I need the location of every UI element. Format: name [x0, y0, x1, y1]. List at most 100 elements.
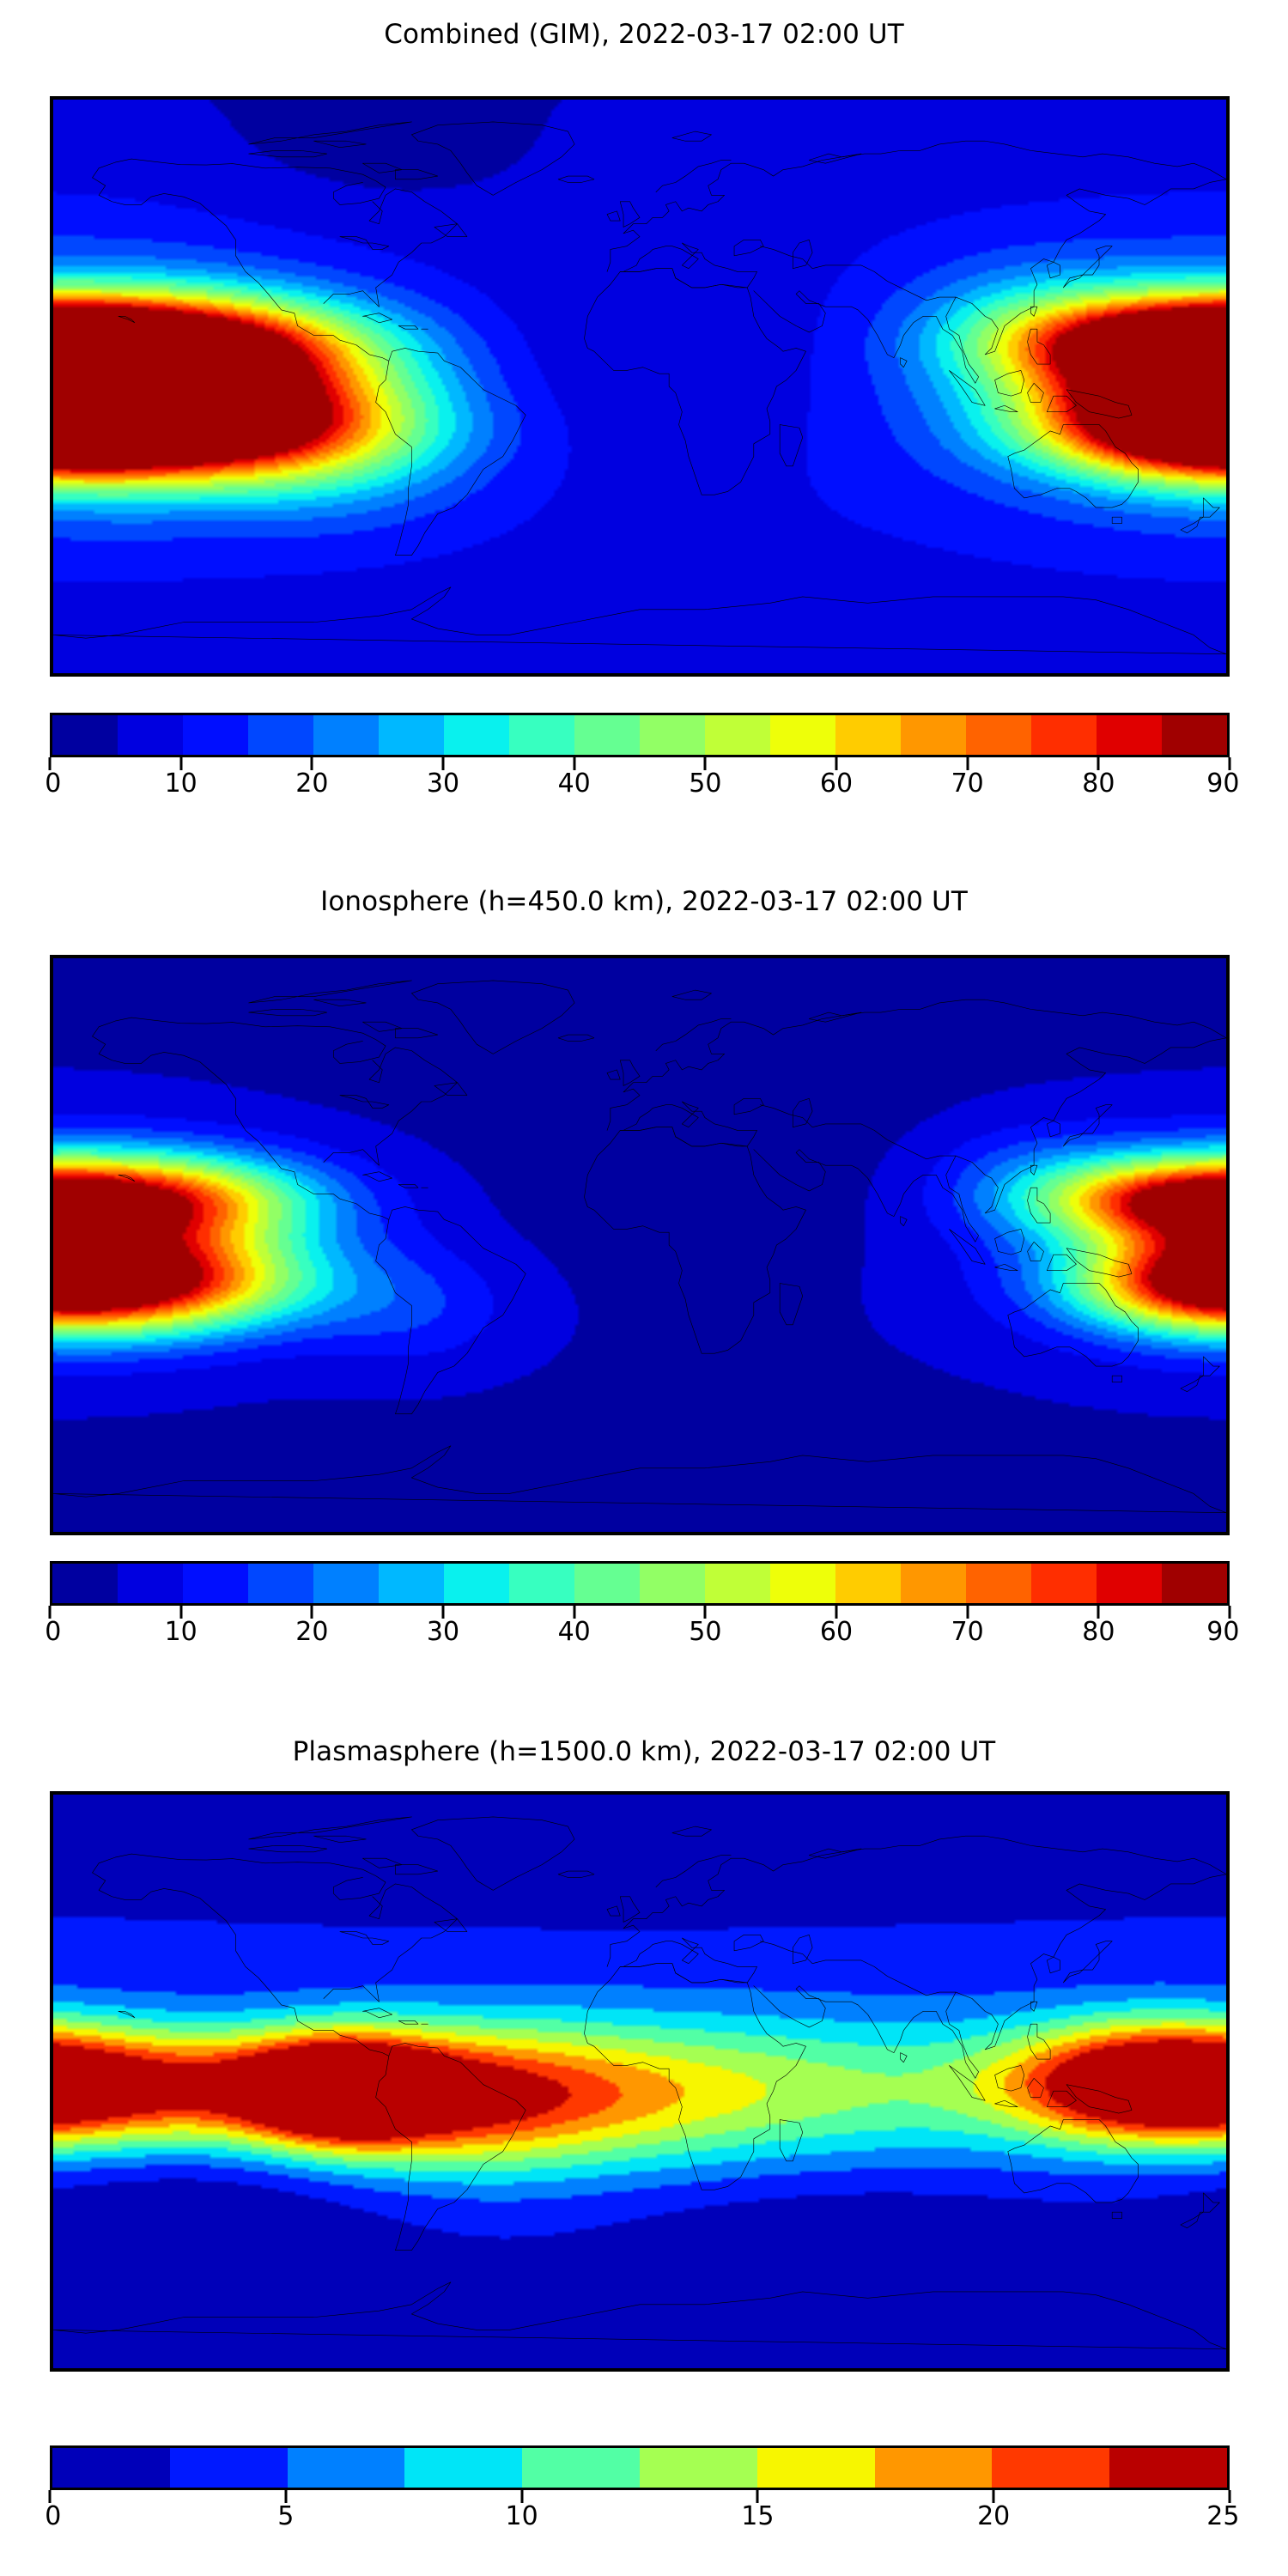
coastline-path	[314, 141, 367, 147]
colorbar-swatch	[379, 1564, 444, 1603]
coastline-path	[118, 1175, 135, 1181]
coastline-path	[1030, 2002, 1037, 2011]
colorbar-tick	[48, 1606, 52, 1619]
coastline-path	[362, 1172, 392, 1182]
colorbar-tick-label: 10	[164, 769, 197, 799]
colorbar-swatch	[901, 1564, 966, 1603]
colorbar-tick-label: 20	[295, 1617, 329, 1647]
tec-field-ionosphere	[53, 958, 1226, 1532]
colorbar-swatch	[509, 1564, 574, 1603]
colorbar-tick-label: 0	[45, 769, 62, 799]
coastline-path	[949, 370, 985, 405]
coastline-path	[1047, 396, 1076, 412]
tec-field-combined	[53, 100, 1226, 673]
coastline-path	[1047, 1957, 1060, 1973]
colorbar-swatch	[966, 715, 1031, 755]
coastline-path	[93, 1018, 386, 1063]
colorbar-swatch	[1162, 1564, 1227, 1603]
colorbar-swatch	[287, 2448, 405, 2488]
colorbar-swatch	[640, 715, 705, 755]
panel-title-combined: Combined (GIM), 2022-03-17 02:00 UT	[384, 19, 904, 50]
coastline-path	[93, 1036, 389, 1219]
coastline-path	[1008, 425, 1139, 507]
colorbar-tick-label: 30	[426, 769, 460, 799]
coastline-path	[324, 189, 458, 307]
colorbar-tick-label: 30	[426, 1617, 460, 1647]
coastline-path	[398, 325, 418, 329]
coastline-path	[411, 122, 574, 195]
colorbar-swatch	[1097, 715, 1162, 755]
colorbar-swatch	[705, 715, 770, 755]
coastline-path	[314, 999, 367, 1005]
colorbar-swatch	[444, 1564, 509, 1603]
colorbar-tick-label: 90	[1206, 769, 1240, 799]
coastline-path	[434, 1083, 467, 1096]
colorbar-tick	[48, 757, 52, 770]
colorbar-tick	[179, 1606, 183, 1619]
colorbar-tick	[756, 2490, 759, 2503]
coastline-path	[1047, 262, 1060, 278]
coastline-path	[607, 141, 1226, 271]
coastline-path	[754, 1105, 979, 1242]
colorbar-tick	[573, 1606, 576, 1619]
colorbar-tick-label: 5	[277, 2501, 295, 2531]
coastline-path	[1047, 1255, 1076, 1271]
colorbar-swatch	[379, 715, 444, 755]
coastline-path	[672, 990, 712, 999]
colorbar-swatch	[404, 2448, 523, 2488]
map-combined-gim	[50, 96, 1230, 677]
colorbar-gradient-combined	[50, 713, 1230, 757]
colorbar-swatch	[52, 1564, 118, 1603]
coastlines-plasmasphere	[53, 1795, 1226, 2368]
coastline-path	[607, 1836, 1226, 1966]
coastline-path	[620, 1102, 756, 1146]
colorbar-swatch	[1031, 1564, 1097, 1603]
colorbar-tick-label: 90	[1206, 1617, 1240, 1647]
coastline-path	[411, 981, 574, 1054]
colorbar-tick-label: 0	[45, 1617, 62, 1647]
coastline-path	[340, 1096, 389, 1109]
coastline-path	[793, 240, 812, 268]
colorbar-tick-label: 40	[557, 769, 591, 799]
panel-combined-gim: Combined (GIM), 2022-03-17 02:00 UT 0 10 2…	[0, 0, 1288, 876]
coastline-path	[1028, 329, 1051, 364]
colorbar-tick-label: 20	[977, 2501, 1011, 2531]
coastline-path	[376, 1206, 526, 1413]
coastline-path	[1066, 390, 1132, 418]
colorbar-swatch	[835, 1564, 901, 1603]
coastline-path	[93, 178, 389, 361]
coastline-path	[249, 122, 412, 144]
colorbar-swatch	[169, 2448, 288, 2488]
colorbar-swatch	[574, 715, 640, 755]
coastline-path	[1008, 1284, 1139, 1366]
panel-title-ionosphere: Ionosphere (h=450.0 km), 2022-03-17 02:0…	[320, 886, 968, 917]
coastline-path	[995, 1264, 1018, 1270]
colorbar-swatch	[756, 2448, 875, 2488]
colorbar-tick-label: 10	[164, 1617, 197, 1647]
coastline-path	[620, 243, 756, 288]
coastline-path	[656, 1019, 731, 1051]
coastline-path	[1112, 1376, 1121, 1382]
coastline-path	[93, 1854, 386, 1899]
coastline-path	[376, 2043, 526, 2250]
coastline-path	[53, 587, 1226, 654]
coastline-path	[995, 1229, 1024, 1255]
coastline-path	[398, 2020, 418, 2024]
colorbar-plasmasphere: 0 5 10 15 20 25	[45, 2445, 1239, 2530]
colorbar-combined: 0 10 20 30 40 50 60 70 80 90	[45, 713, 1239, 797]
colorbar-swatch	[522, 2448, 640, 2488]
colorbar-tick-label: 25	[1206, 2501, 1240, 2531]
coastline-path	[1028, 2024, 1051, 2059]
coastline-path	[620, 202, 640, 228]
tec-contour-canvas	[53, 100, 1226, 673]
colorbar-axis-combined: 0 10 20 30 40 50 60 70 80 90	[45, 757, 1239, 809]
coastline-path	[995, 2100, 1018, 2106]
colorbar-tick	[1228, 1606, 1231, 1619]
coastline-path	[1063, 1941, 1112, 1983]
coastline-path	[1028, 1188, 1051, 1223]
colorbar-swatch	[248, 1564, 313, 1603]
coastline-path	[1063, 1105, 1112, 1146]
colorbar-tick	[1228, 757, 1231, 770]
coastline-path	[118, 316, 135, 322]
coastline-path	[411, 1817, 574, 1890]
